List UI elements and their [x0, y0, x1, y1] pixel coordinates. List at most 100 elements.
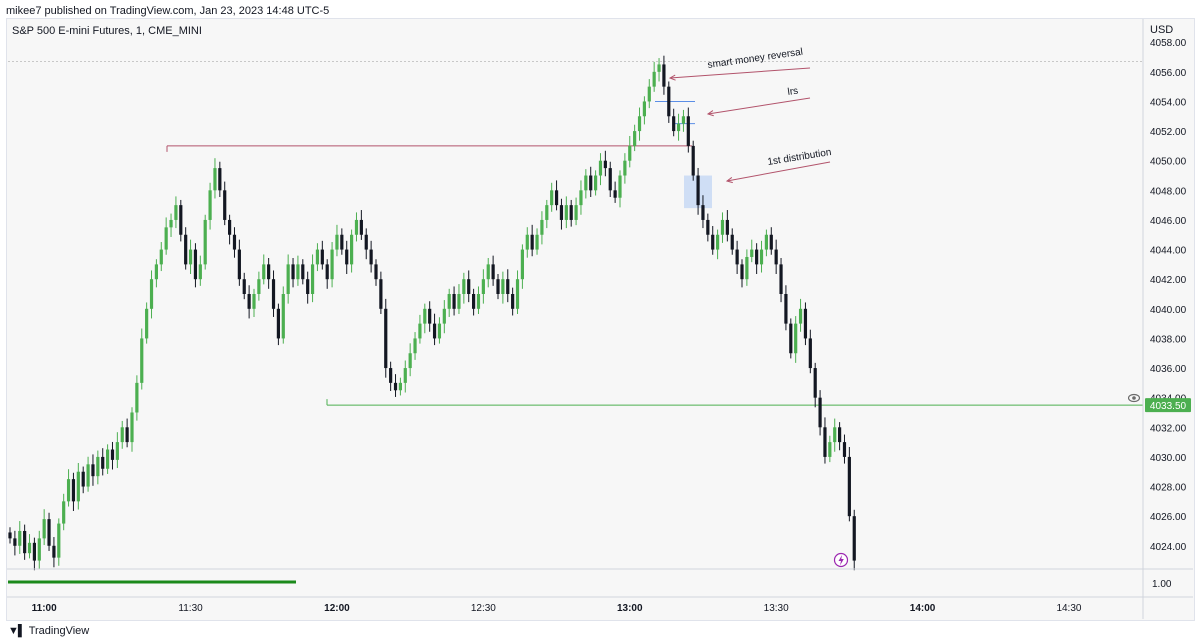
- footer: ▼▌ TradingView: [8, 625, 89, 637]
- candle-body: [759, 249, 764, 265]
- price-tick-label: 4030.00: [1150, 453, 1187, 464]
- candle-body: [584, 175, 588, 191]
- candle-body: [550, 190, 554, 206]
- candle-body: [838, 427, 842, 443]
- price-tick-label: 4040.00: [1150, 305, 1187, 316]
- published-info: mikee7 published on TradingView.com, Jan…: [6, 5, 330, 17]
- candle-body: [613, 190, 617, 198]
- candle-body: [213, 168, 217, 191]
- candle-body: [86, 464, 90, 487]
- candle-body: [359, 219, 363, 235]
- candle-body: [745, 256, 749, 280]
- candle-body: [452, 294, 456, 309]
- candle-body: [447, 294, 451, 309]
- axes: 4058.00 4056.00 4054.00 4052.00 4050.00 4048.…: [7, 19, 1193, 619]
- candle-body: [364, 234, 368, 250]
- arrow-1st-distribution-head: [725, 177, 733, 184]
- candle-body: [281, 294, 285, 339]
- candle-body: [232, 234, 237, 250]
- price-tick-label: 4028.00: [1150, 483, 1187, 494]
- time-tick-label: 14:30: [1056, 603, 1081, 614]
- candle-body: [413, 338, 417, 354]
- candle-body: [130, 412, 134, 443]
- chart-area[interactable]: [6, 18, 1195, 621]
- candle-body: [101, 456, 105, 469]
- candle-body: [647, 86, 651, 102]
- candle-body: [657, 64, 661, 72]
- candle-body: [437, 323, 442, 339]
- eye-icon[interactable]: [1128, 393, 1140, 403]
- candle-body: [740, 264, 744, 280]
- lightning-bolt-icon: [838, 555, 844, 566]
- candle-body: [350, 234, 354, 265]
- candle-body: [779, 264, 783, 294]
- candle-body: [286, 264, 290, 294]
- candle-body: [681, 116, 686, 124]
- candle-body: [662, 64, 666, 87]
- price-tick-label: 4050.00: [1150, 157, 1187, 168]
- candle-body: [91, 464, 95, 477]
- candle-body: [267, 264, 271, 280]
- candle-body: [223, 190, 227, 220]
- candle-body: [408, 353, 412, 369]
- candle-body: [315, 249, 320, 265]
- candle-body: [637, 116, 642, 132]
- candle-body: [530, 234, 534, 250]
- candle-body: [218, 168, 222, 191]
- candle-body: [540, 219, 544, 235]
- candle-body: [188, 249, 193, 265]
- price-tick-label: 4036.00: [1150, 364, 1187, 375]
- candle-body: [545, 205, 549, 220]
- price-tick-label: 4042.00: [1150, 275, 1187, 286]
- time-tick-label: 13:00: [617, 603, 643, 614]
- candle-body: [667, 86, 671, 117]
- candle-body: [535, 234, 539, 250]
- candle-body: [320, 249, 324, 265]
- candle-body: [491, 264, 495, 280]
- candle-body: [589, 175, 593, 191]
- price-tick-label: 4056.00: [1150, 68, 1187, 79]
- candle-body: [164, 227, 168, 250]
- candle-body: [179, 205, 183, 235]
- candle-body: [262, 264, 266, 280]
- candle-body: [110, 449, 115, 460]
- candle-body: [818, 397, 822, 428]
- candle-body: [784, 294, 788, 324]
- time-tick-label: 11:00: [32, 603, 57, 614]
- candle-body: [310, 264, 315, 294]
- price-tick-label: 4054.00: [1150, 97, 1187, 108]
- candle-body: [569, 205, 573, 220]
- candle-body: [252, 294, 256, 309]
- price-tick-label: 4032.00: [1150, 423, 1187, 434]
- candle-body: [149, 279, 154, 309]
- candle-body: [106, 449, 110, 469]
- arrow-smart-money-reversal: [669, 67, 811, 79]
- price-tick-label: 4048.00: [1150, 186, 1187, 197]
- annotation-lrs: lrs: [787, 86, 799, 98]
- price-tick-label: 4058.00: [1150, 38, 1187, 49]
- price-tick-label: 4046.00: [1150, 216, 1187, 227]
- candle-body: [135, 382, 139, 413]
- candle-body: [81, 471, 85, 487]
- candle-body: [71, 479, 76, 502]
- candle-body: [716, 234, 720, 250]
- candle-body: [554, 190, 559, 206]
- tradingview-logo-icon: ▼▌: [8, 625, 26, 637]
- candle-body: [501, 279, 505, 294]
- candle-body: [481, 279, 485, 294]
- candle-body: [335, 234, 339, 250]
- symbol-title: S&P 500 E-mini Futures, 1, CME_MINI: [12, 25, 202, 37]
- candle-body: [574, 205, 578, 220]
- candle-body: [96, 456, 100, 477]
- candle-body: [789, 323, 793, 354]
- current-price-label: 4033.50: [1150, 401, 1187, 412]
- candle-body: [442, 308, 446, 324]
- price-tick-label: 4052.00: [1150, 127, 1187, 138]
- candle-body: [496, 279, 500, 294]
- candle-body: [257, 279, 261, 294]
- candle-body: [159, 249, 163, 265]
- candle-body: [393, 382, 398, 391]
- candle-body: [725, 219, 729, 235]
- candles: [8, 55, 856, 571]
